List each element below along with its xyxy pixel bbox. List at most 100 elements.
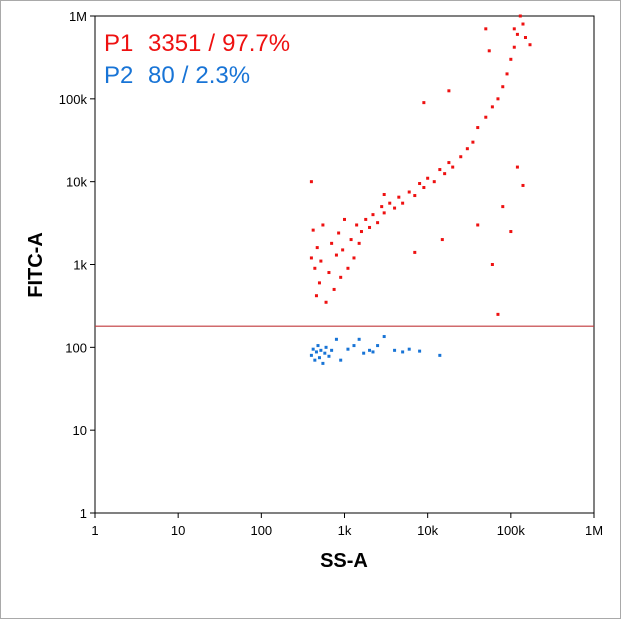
data-point-p1 <box>471 140 475 144</box>
data-point-p1 <box>346 266 350 270</box>
data-point-p2 <box>438 353 442 357</box>
data-point-p2 <box>346 347 350 351</box>
data-point-p2 <box>317 356 321 360</box>
data-point-p2 <box>393 348 397 352</box>
data-point-p2 <box>334 337 338 341</box>
data-point-p2 <box>311 347 315 351</box>
data-point-p1 <box>309 180 313 184</box>
y-axis: 1 10 100 1k 10k 100k 1M <box>59 9 95 521</box>
data-point-p2 <box>313 358 317 362</box>
data-point-p1 <box>496 97 500 101</box>
data-point-p1 <box>505 72 509 76</box>
data-point-p1 <box>443 172 447 176</box>
data-point-p1 <box>371 213 375 217</box>
data-point-p1 <box>357 241 361 245</box>
data-point-p2 <box>368 348 372 352</box>
plot-area <box>94 15 595 514</box>
data-point-p1 <box>382 192 386 196</box>
data-point-p1 <box>314 294 318 298</box>
data-point-p1 <box>355 223 359 227</box>
data-point-p1 <box>426 176 430 180</box>
x-tick-label: 1M <box>585 523 603 538</box>
data-point-p1 <box>327 271 331 275</box>
y-tick-label: 1k <box>73 258 87 273</box>
gate-legend: P1 3351/97.7%P2 80/2.3% <box>104 30 290 89</box>
data-point-p1 <box>521 22 525 26</box>
data-point-p1 <box>438 168 442 172</box>
gate-name-p2: P2 <box>104 62 133 89</box>
data-point-p1 <box>413 194 417 198</box>
y-tick-label: 100 <box>65 340 87 355</box>
data-point-p1 <box>397 195 401 199</box>
data-point-p1 <box>380 205 384 209</box>
data-point-p2 <box>339 358 343 362</box>
data-point-p2 <box>407 347 411 351</box>
data-point-p1 <box>515 32 519 36</box>
gate-separator: / <box>208 30 215 57</box>
data-point-p1 <box>334 253 338 257</box>
data-point-p1 <box>512 45 516 49</box>
data-point-p1 <box>528 43 532 47</box>
data-point-p1 <box>330 241 334 245</box>
data-point-p1 <box>341 248 345 252</box>
data-point-p1 <box>515 165 519 169</box>
data-point-p1 <box>319 259 323 263</box>
data-point-p1 <box>501 205 505 209</box>
data-point-p1 <box>332 287 336 291</box>
x-tick-label: 10 <box>171 523 185 538</box>
data-point-p1 <box>382 211 386 215</box>
y-axis-title: FITC-A <box>25 232 47 298</box>
data-point-p1 <box>422 186 426 190</box>
data-point-p1 <box>317 281 321 285</box>
data-point-p2 <box>362 351 366 355</box>
data-point-p1 <box>388 201 392 205</box>
data-point-p1 <box>313 266 317 270</box>
data-point-p1 <box>521 183 525 187</box>
gate-count-p2: 80 <box>148 62 175 89</box>
data-point-p1 <box>518 14 522 18</box>
data-point-p1 <box>422 101 426 105</box>
data-point-p2 <box>418 349 422 353</box>
x-tick-label: 100 <box>250 523 272 538</box>
data-point-p1 <box>311 228 315 232</box>
gate-name-p1: P1 <box>104 30 133 57</box>
x-tick-label: 100k <box>497 523 526 538</box>
data-point-p1 <box>393 206 397 210</box>
data-point-p2 <box>330 348 334 352</box>
data-point-p2 <box>382 335 386 339</box>
y-tick-label: 100k <box>59 92 88 107</box>
data-point-p1 <box>315 246 319 250</box>
data-point-p1 <box>309 256 313 260</box>
data-point-p1 <box>376 221 380 225</box>
data-point-p1 <box>413 250 417 254</box>
data-point-p1 <box>324 300 328 304</box>
data-point-p2 <box>324 345 328 349</box>
data-point-p1 <box>509 230 513 234</box>
data-point-p1 <box>343 217 346 221</box>
data-point-p1 <box>459 155 463 159</box>
data-point-p1 <box>523 36 527 40</box>
data-point-p1 <box>490 105 494 109</box>
data-point-p1 <box>447 161 451 165</box>
data-point-p1 <box>484 27 488 31</box>
x-axis: 1 10 100 1k 10k 100k 1M <box>91 513 603 538</box>
data-point-p2 <box>316 344 320 348</box>
data-point-p1 <box>418 182 422 186</box>
data-point-p1 <box>476 126 480 130</box>
data-point-p2 <box>376 344 380 348</box>
y-tick-label: 1 <box>80 506 87 521</box>
gate-separator: / <box>182 62 189 89</box>
series-p2 <box>309 335 442 365</box>
data-point-p2 <box>357 337 361 341</box>
data-point-p1 <box>368 225 372 229</box>
x-tick-label: 10k <box>417 523 438 538</box>
data-point-p1 <box>321 223 325 227</box>
data-point-p1 <box>339 275 343 279</box>
gate-percent-p2: 2.3% <box>195 62 250 89</box>
data-point-p2 <box>309 353 313 357</box>
data-point-p2 <box>352 344 356 348</box>
gate-count-p1: 3351 <box>148 30 201 57</box>
data-point-p1 <box>349 238 353 242</box>
data-point-p1 <box>476 223 480 227</box>
data-point-p1 <box>490 263 494 266</box>
